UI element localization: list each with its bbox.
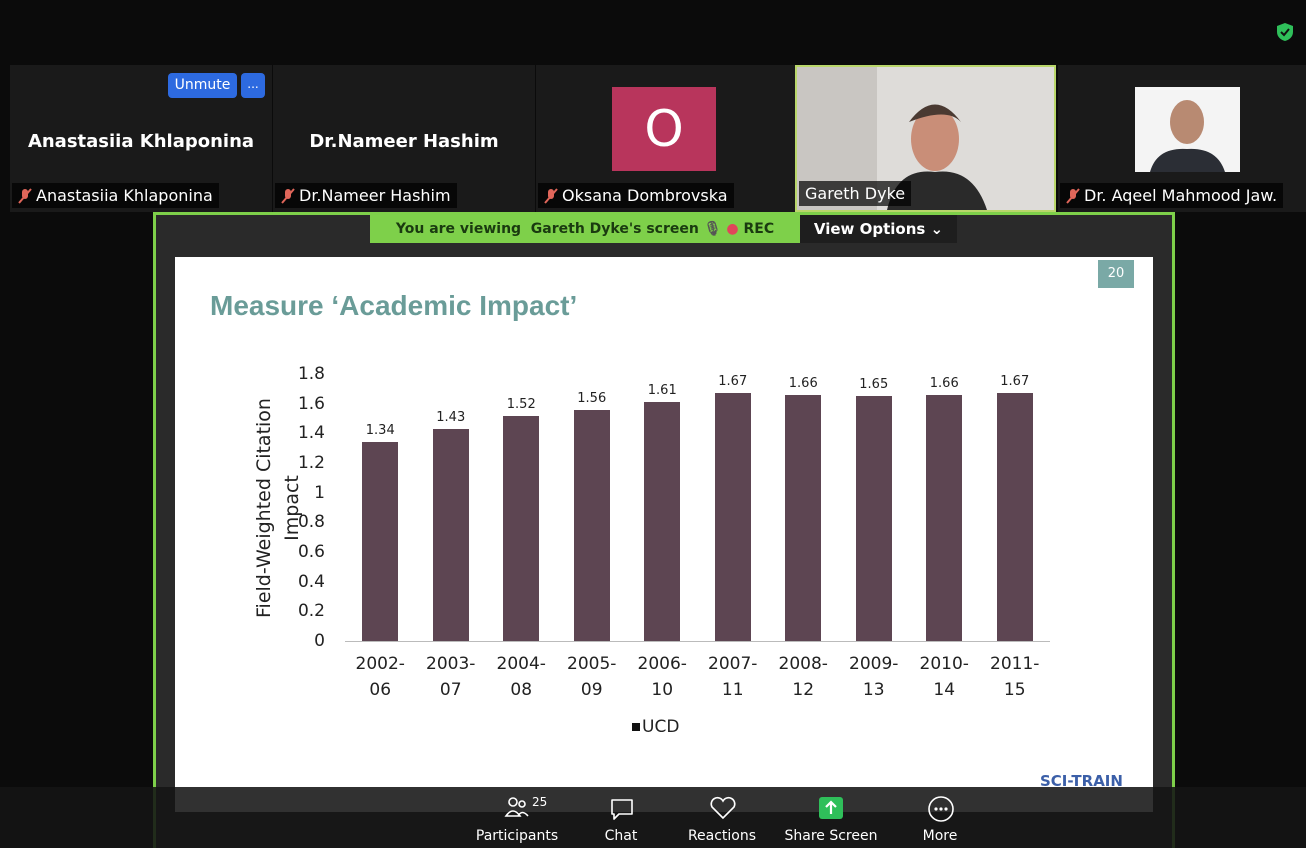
bar	[926, 395, 962, 641]
value-label: 1.67	[708, 374, 758, 389]
participants-icon[interactable]	[504, 796, 530, 820]
x-tick-label: 2007-11	[707, 651, 759, 703]
legend-text: UCD	[642, 717, 679, 737]
chat-icon[interactable]	[609, 796, 635, 822]
bar	[644, 402, 680, 641]
y-tick-label: 0.4	[285, 572, 325, 592]
bar	[715, 393, 751, 641]
x-tick-label: 2003-07	[425, 651, 477, 703]
participant-count: 25	[532, 795, 547, 809]
x-tick-label: 2011-15	[989, 651, 1041, 703]
more-icon[interactable]	[927, 795, 955, 823]
value-label: 1.34	[355, 423, 405, 438]
x-tick-label: 2002-06	[354, 651, 406, 703]
x-tick-label: 2009-13	[848, 651, 900, 703]
zoom-window: Unmute ... Anastasiia Khlaponina Anastas…	[0, 0, 1306, 848]
y-tick-label: 1.8	[285, 364, 325, 384]
bar	[433, 429, 469, 641]
x-tick-label: 2010-14	[918, 651, 970, 703]
y-tick-label: 0.2	[285, 601, 325, 621]
bar	[997, 393, 1033, 641]
x-tick-label: 2008-12	[777, 651, 829, 703]
toolbar-label[interactable]: Reactions	[672, 828, 772, 844]
value-label: 1.66	[778, 376, 828, 391]
x-tick-label: 2004-08	[495, 651, 547, 703]
value-label: 1.52	[496, 397, 546, 412]
value-label: 1.56	[567, 391, 617, 406]
bar	[362, 442, 398, 641]
reactions-icon[interactable]	[708, 796, 738, 820]
legend-item: UCD	[632, 717, 679, 737]
value-label: 1.61	[637, 383, 687, 398]
bar	[785, 395, 821, 641]
bar	[503, 416, 539, 641]
y-tick-label: 1.4	[285, 423, 325, 443]
y-tick-label: 1.6	[285, 394, 325, 414]
bar	[856, 396, 892, 641]
x-axis	[345, 641, 1050, 642]
x-tick-label: 2006-10	[636, 651, 688, 703]
y-tick-label: 0	[285, 631, 325, 651]
y-tick-label: 0.6	[285, 542, 325, 562]
value-label: 1.65	[849, 377, 899, 392]
y-tick-label: 1	[285, 483, 325, 503]
y-tick-label: 0.8	[285, 512, 325, 532]
value-label: 1.67	[990, 374, 1040, 389]
legend-swatch	[632, 723, 640, 731]
value-label: 1.43	[426, 410, 476, 425]
toolbar-label[interactable]: More	[890, 828, 990, 844]
y-tick-label: 1.2	[285, 453, 325, 473]
toolbar-label[interactable]: Share Screen	[781, 828, 881, 844]
toolbar-label[interactable]: Participants	[467, 828, 567, 844]
value-label: 1.66	[919, 376, 969, 391]
share-icon[interactable]	[818, 796, 844, 820]
toolbar-label[interactable]: Chat	[571, 828, 671, 844]
bar	[574, 410, 610, 641]
x-tick-label: 2005-09	[566, 651, 618, 703]
